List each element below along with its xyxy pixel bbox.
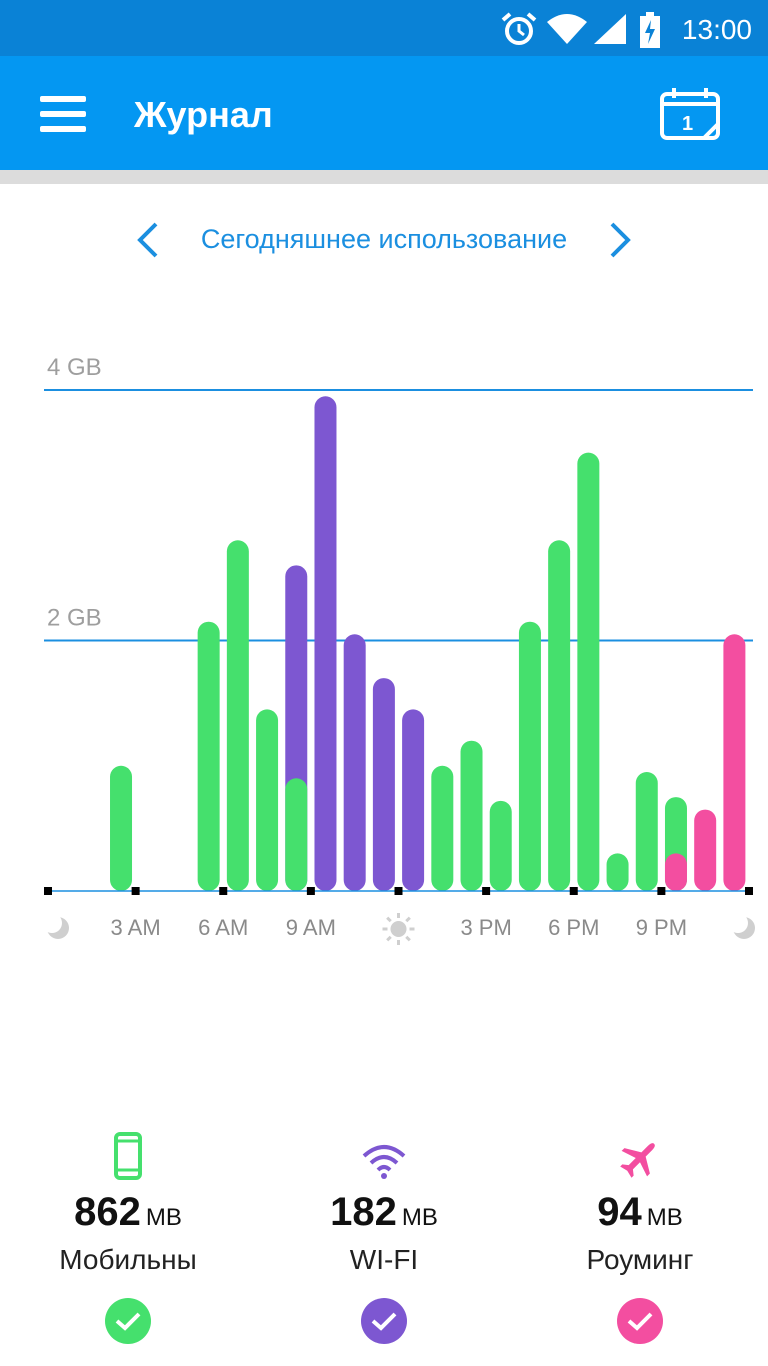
bar-roaming-22 bbox=[694, 809, 717, 891]
bar-mobile-19 bbox=[606, 853, 629, 891]
battery-icon bbox=[640, 12, 660, 48]
alarm-icon bbox=[501, 12, 537, 45]
bar-wifi-11 bbox=[372, 678, 395, 891]
page-title: Журнал bbox=[134, 94, 273, 135]
usage-summary: 862 MB Мобильны 182 MB WI-FI bbox=[0, 1120, 768, 1366]
menu-icon-line bbox=[40, 126, 86, 132]
x-tick-label: 9 PM bbox=[636, 915, 687, 940]
calendar-icon[interactable]: 1 bbox=[658, 86, 724, 142]
x-tick-label: 3 PM bbox=[460, 915, 511, 940]
x-tick-marker bbox=[131, 887, 140, 895]
y-tick-label: 2 GB bbox=[47, 605, 102, 632]
x-tick-marker bbox=[657, 887, 666, 895]
clock: 13:00 bbox=[681, 14, 752, 45]
bar-mobile-17 bbox=[548, 540, 571, 891]
previous-period-button[interactable] bbox=[136, 222, 162, 258]
x-tick-marker bbox=[394, 887, 403, 895]
bar-mobile-13 bbox=[431, 765, 454, 891]
x-tick-marker bbox=[44, 887, 52, 895]
moon-icon bbox=[728, 913, 755, 939]
x-tick-label: 6 PM bbox=[548, 915, 599, 940]
roaming-toggle[interactable] bbox=[617, 1298, 663, 1344]
app-bar: Журнал 1 bbox=[0, 56, 768, 170]
moon-icon bbox=[42, 913, 69, 939]
stat-wifi: 182 MB WI-FI bbox=[256, 1120, 512, 1344]
wifi-unit: MB bbox=[401, 1204, 438, 1231]
status-bar: 13:00 bbox=[0, 0, 768, 56]
bar-mobile-14 bbox=[460, 740, 483, 891]
mobile-label: Мобильны bbox=[59, 1244, 197, 1275]
wifi-icon bbox=[362, 1145, 406, 1179]
mobile-unit: MB bbox=[145, 1204, 182, 1231]
x-tick-marker bbox=[569, 887, 578, 895]
bar-roaming-21 bbox=[664, 853, 687, 891]
check-icon bbox=[627, 1312, 653, 1331]
airplane-icon bbox=[620, 1143, 655, 1178]
bar-wifi-12 bbox=[402, 709, 425, 891]
cell-signal-icon bbox=[594, 14, 626, 44]
bar-wifi-10 bbox=[343, 634, 366, 891]
wifi-signal-icon bbox=[547, 14, 587, 44]
menu-icon-line bbox=[40, 111, 86, 117]
x-tick-label: 6 AM bbox=[198, 915, 248, 940]
wifi-toggle[interactable] bbox=[361, 1298, 407, 1344]
period-label: Сегодняшнее использование bbox=[200, 224, 568, 254]
menu-button[interactable] bbox=[40, 96, 86, 132]
roaming-value: 94 bbox=[597, 1190, 642, 1234]
bar-mobile-15 bbox=[489, 800, 512, 891]
phone-icon bbox=[114, 1132, 142, 1180]
x-tick-marker bbox=[306, 887, 315, 895]
stat-roaming: 94 MB Роуминг bbox=[512, 1120, 768, 1344]
wifi-label: WI-FI bbox=[349, 1244, 419, 1275]
y-tick-label: 4 GB bbox=[47, 354, 102, 381]
bar-mobile-2 bbox=[110, 765, 133, 891]
bar-roaming-23 bbox=[723, 634, 746, 891]
period-navigator: Сегодняшнее использование bbox=[0, 214, 768, 266]
x-tick-marker bbox=[482, 887, 491, 895]
x-tick-label: 9 AM bbox=[286, 915, 336, 940]
bar-mobile-16 bbox=[518, 621, 541, 891]
x-tick-marker bbox=[219, 887, 228, 895]
bar-mobile-6 bbox=[226, 540, 249, 891]
wifi-value: 182 bbox=[330, 1190, 397, 1234]
next-period-button[interactable] bbox=[606, 222, 632, 258]
mobile-value: 862 bbox=[74, 1190, 141, 1234]
bar-mobile-7 bbox=[256, 709, 279, 891]
check-icon bbox=[115, 1312, 141, 1331]
sun-icon bbox=[382, 913, 415, 945]
bar-wifi-9 bbox=[314, 396, 337, 891]
x-tick-marker bbox=[745, 887, 753, 895]
svg-text:1: 1 bbox=[682, 113, 693, 135]
mobile-toggle[interactable] bbox=[105, 1298, 151, 1344]
roaming-unit: MB bbox=[646, 1204, 683, 1231]
usage-chart: 4 GB 2 GB 3 AM 6 AM 9 AM 3 PM 6 PM 9 PM bbox=[42, 354, 755, 945]
roaming-label: Роуминг bbox=[586, 1244, 694, 1275]
bar-mobile-20 bbox=[635, 772, 658, 891]
bar-mobile-18 bbox=[577, 452, 600, 891]
bar-mobile-5 bbox=[197, 621, 220, 891]
x-tick-label: 3 AM bbox=[111, 915, 161, 940]
bar-mobile-8 bbox=[285, 778, 308, 891]
stat-mobile: 862 MB Мобильны bbox=[0, 1120, 256, 1344]
check-icon bbox=[371, 1312, 397, 1331]
menu-icon-line bbox=[40, 96, 86, 102]
app-bar-shadow bbox=[0, 170, 768, 184]
